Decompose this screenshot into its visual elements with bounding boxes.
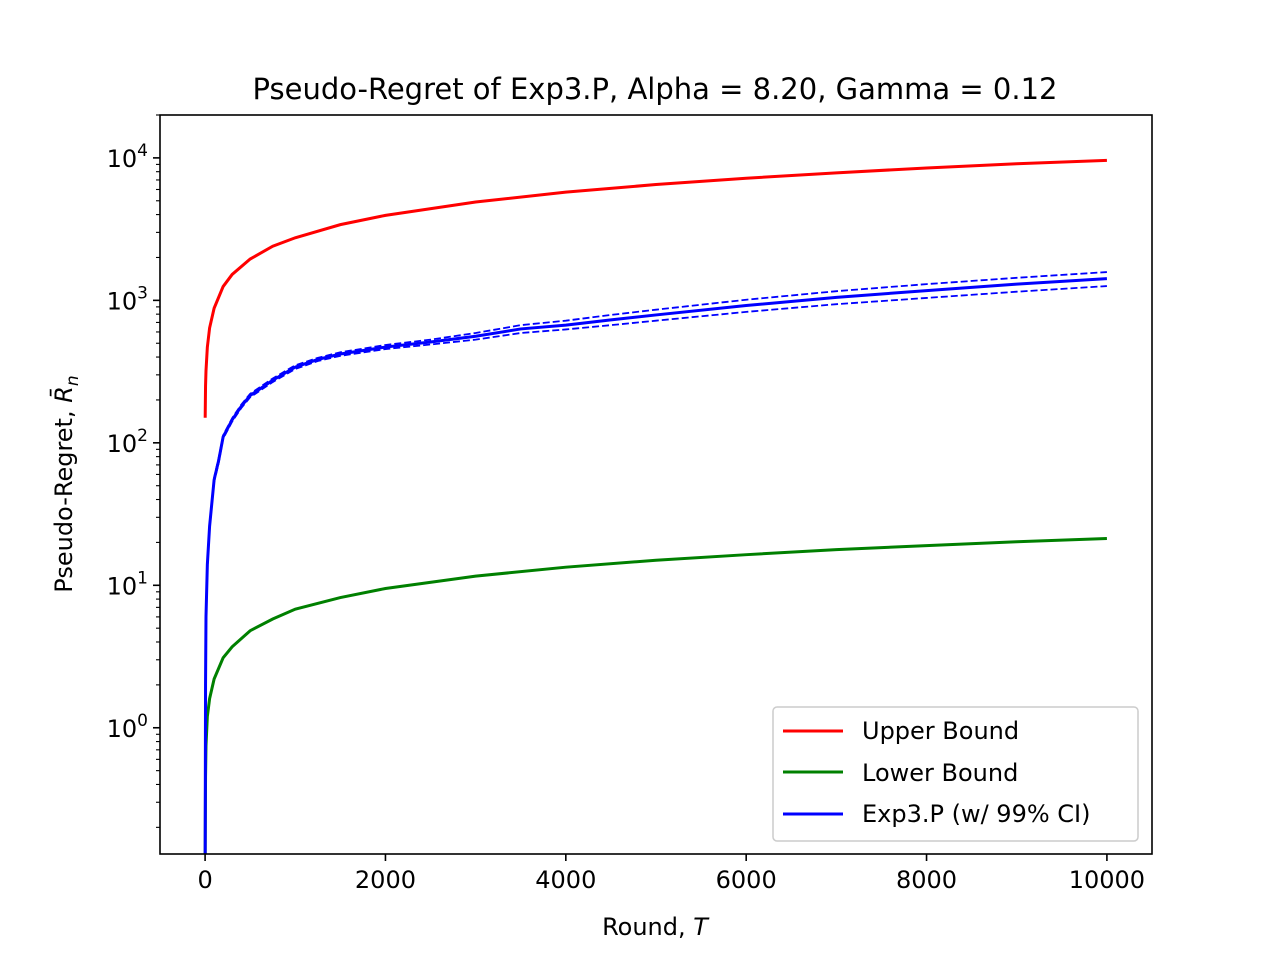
y-tick-label: 100: [107, 711, 148, 743]
series-line-ci-bound-4: [204, 285, 1107, 855]
x-tick-label: 6000: [716, 866, 777, 894]
plot-lines: [203, 158, 1108, 855]
legend-box: [772, 706, 1139, 842]
x-axis-label: Round, T: [602, 913, 710, 941]
y-tick-label: 104: [107, 141, 148, 173]
x-tick-label: 2000: [355, 866, 416, 894]
x-axis: 0 2000 4000 6000 8000 10000: [197, 854, 1145, 894]
y-tick-label: 103: [107, 283, 148, 315]
legend-label-exp3p: Exp3.P (w/ 99% CI): [862, 800, 1090, 828]
legend-label-upper-bound: Upper Bound: [862, 717, 1019, 745]
legend: Upper Bound Lower Bound Exp3.P (w/ 99% C…: [772, 706, 1139, 842]
series-line-lower-bound: [203, 537, 1107, 855]
x-tick-label: 8000: [896, 866, 957, 894]
plot-frame: [159, 114, 1153, 855]
chart-title: Pseudo-Regret of Exp3.P, Alpha = 8.20, G…: [253, 72, 1058, 106]
y-axis-label: Pseudo-Regret, R̄n: [49, 375, 83, 592]
y-tick-label: 101: [107, 568, 148, 600]
y-axis: 100 101 102 103 104: [107, 114, 160, 828]
y-tick-label: 102: [107, 426, 148, 458]
x-tick-label: 0: [197, 866, 212, 894]
x-tick-label: 10000: [1069, 866, 1145, 894]
x-tick-label: 4000: [535, 866, 596, 894]
series-line-upper-bound: [203, 158, 1107, 418]
legend-label-lower-bound: Lower Bound: [862, 759, 1018, 787]
